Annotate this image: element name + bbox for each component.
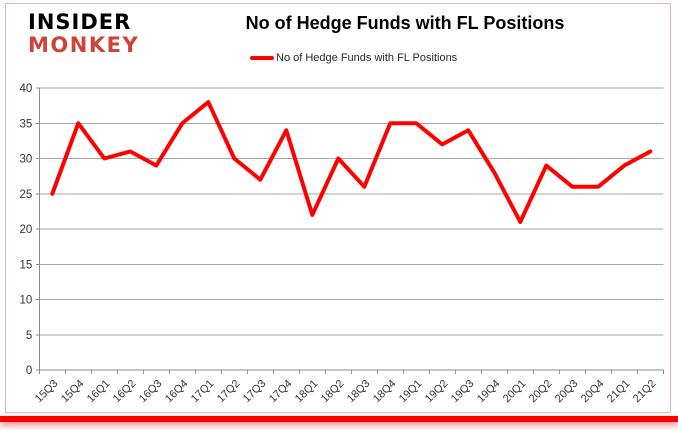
x-tick-label: 17Q3 (241, 378, 269, 406)
x-tick-label: 21Q2 (631, 378, 659, 406)
legend: No of Hedge Funds with FL Positions (250, 52, 457, 64)
x-tick-label: 17Q1 (189, 378, 217, 406)
x-tick-label: 18Q4 (371, 378, 399, 406)
x-tick-label: 16Q3 (137, 378, 165, 406)
y-tick-label: 10 (20, 295, 33, 307)
x-tick-label: 20Q4 (579, 378, 607, 406)
y-tick-label: 40 (20, 83, 33, 95)
chart-card (5, 3, 671, 413)
y-tick-label: 0 (26, 365, 32, 377)
y-tick-label: 35 (20, 118, 33, 130)
x-tick-label: 17Q4 (267, 378, 295, 406)
series-line-hedge-funds (50, 100, 653, 224)
x-tick-label: 20Q3 (553, 378, 581, 406)
y-tick-label: 25 (20, 189, 33, 201)
x-tick-label: 19Q3 (449, 378, 477, 406)
x-tick-label: 19Q2 (423, 378, 451, 406)
x-tick-label: 19Q4 (475, 378, 503, 406)
x-tick-label: 15Q4 (59, 378, 87, 406)
x-tick-label: 17Q2 (215, 378, 243, 406)
insider-monkey-logo: INSIDER MONKEY (28, 10, 139, 57)
x-tick-label: 20Q2 (527, 378, 555, 406)
y-tick-label: 15 (20, 259, 33, 271)
x-tick-label: 16Q4 (163, 378, 191, 406)
legend-line-swatch-icon (250, 56, 274, 60)
bottom-accent-bar (0, 416, 678, 422)
x-tick-label: 16Q2 (111, 378, 139, 406)
logo-line-insider: INSIDER (28, 10, 132, 34)
x-tick-label: 19Q1 (397, 378, 425, 406)
x-tick-label: 18Q2 (319, 378, 347, 406)
x-tick-label: 15Q3 (33, 378, 61, 406)
chart-title: No of Hedge Funds with FL Positions (245, 13, 565, 33)
x-tick-label: 20Q1 (501, 378, 529, 406)
legend-label: No of Hedge Funds with FL Positions (276, 52, 458, 64)
y-tick-label: 5 (26, 330, 32, 342)
y-tick-label: 30 (20, 154, 33, 166)
x-tick-label: 18Q1 (293, 378, 321, 406)
logo-line-monkey: MONKEY (28, 33, 140, 57)
x-tick-label: 21Q1 (605, 378, 633, 406)
x-tick-label: 16Q1 (85, 378, 113, 406)
y-tick-label: 20 (20, 224, 33, 236)
x-tick-label: 18Q3 (345, 378, 373, 406)
